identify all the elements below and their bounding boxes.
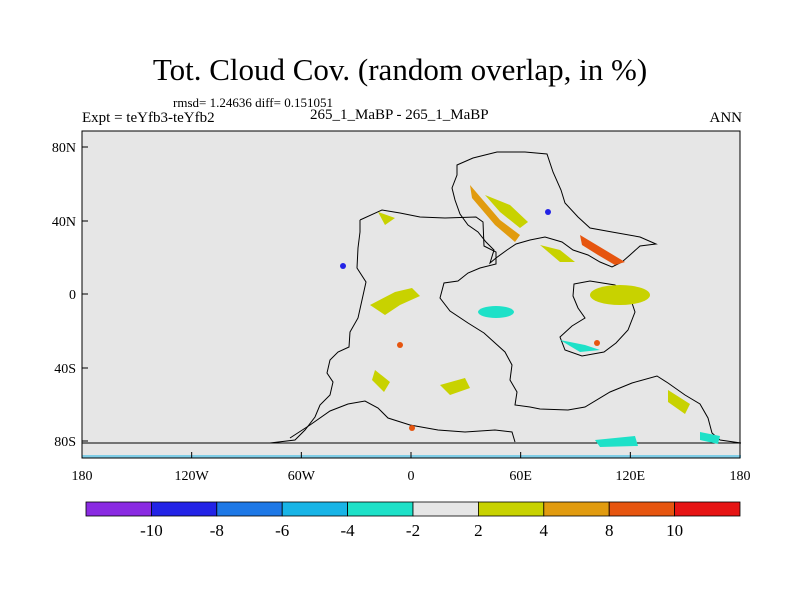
x-tick-label: 120E bbox=[616, 469, 646, 484]
x-tick-label: 180 bbox=[72, 469, 93, 484]
colorbar-box bbox=[150, 501, 218, 517]
colorbar-label: -4 bbox=[341, 521, 356, 540]
colorbar-box bbox=[543, 501, 610, 517]
positive-patch-south-atlantic bbox=[440, 378, 470, 395]
colorbar-label: -2 bbox=[406, 521, 420, 540]
positive-patch-south-america bbox=[372, 370, 390, 392]
x-tick-label: 0 bbox=[408, 469, 415, 484]
positive-patch-north-america bbox=[378, 212, 395, 225]
colorbar-box bbox=[477, 501, 545, 517]
y-tick-label: 40N bbox=[52, 215, 76, 230]
stats-label: rmsd= 1.24636 diff= 0.151051 bbox=[173, 95, 333, 110]
positive-patch-pacific-south bbox=[668, 390, 690, 414]
x-tick-label: 60E bbox=[509, 469, 532, 484]
positive-patch-asia-south bbox=[540, 245, 575, 262]
negative-patch-south-indian bbox=[595, 436, 638, 447]
x-tick-label: 60W bbox=[288, 469, 316, 484]
coastline-americas bbox=[269, 209, 742, 444]
colorbar-box bbox=[412, 501, 479, 517]
colorbar-label: 8 bbox=[605, 521, 614, 540]
season-label: ANN bbox=[709, 110, 743, 126]
colorbar-label: 2 bbox=[474, 521, 483, 540]
colorbar-box bbox=[85, 501, 152, 517]
colorbar-box bbox=[281, 501, 349, 517]
positive-patch-asia bbox=[580, 235, 625, 265]
x-axis: 180 120W 60W 0 60E 120E 180 bbox=[72, 452, 751, 484]
colorbar-label: -8 bbox=[210, 521, 224, 540]
x-tick-label: 180 bbox=[730, 469, 751, 484]
y-tick-label: 80S bbox=[54, 435, 76, 450]
positive-patch-indian-ocean bbox=[590, 285, 650, 305]
positive-patch-asia-central bbox=[485, 195, 528, 228]
colorbar-label: -6 bbox=[275, 521, 289, 540]
colorbar-box bbox=[608, 501, 676, 517]
positive-point-antarctic bbox=[409, 425, 415, 431]
coastline-eurasia bbox=[451, 151, 658, 268]
colorbar-labels: -10 -8 -6 -4 -2 2 4 8 10 bbox=[140, 521, 683, 540]
colorbar-box bbox=[216, 501, 283, 517]
colorbar-label: -10 bbox=[140, 521, 163, 540]
colorbar-boxes bbox=[85, 501, 741, 517]
positive-point-australia bbox=[594, 340, 600, 346]
case-label: 265_1_MaBP - 265_1_MaBP bbox=[310, 107, 489, 123]
positive-patch-africa-west bbox=[370, 288, 420, 315]
y-tick-label: 0 bbox=[69, 288, 76, 303]
negative-patch-south-pacific bbox=[700, 432, 720, 444]
colorbar-box bbox=[347, 501, 414, 517]
positive-point-south-america bbox=[397, 342, 403, 348]
colorbar-label: 4 bbox=[540, 521, 549, 540]
colorbar-box bbox=[674, 501, 741, 517]
negative-patch-atlantic bbox=[478, 306, 514, 318]
colorbar-label: 10 bbox=[666, 521, 683, 540]
negative-point-caribbean bbox=[340, 263, 346, 269]
negative-patch-indonesia bbox=[560, 340, 600, 352]
plot-title: Tot. Cloud Cov. (random overlap, in %) bbox=[152, 52, 648, 87]
y-tick-label: 40S bbox=[54, 362, 76, 377]
negative-point-asia bbox=[545, 209, 551, 215]
y-tick-label: 80N bbox=[52, 141, 76, 156]
x-tick-label: 120W bbox=[175, 469, 210, 484]
positive-patch-europe bbox=[470, 185, 520, 242]
experiment-label: Expt = teYfb3-teYfb2 bbox=[82, 110, 215, 126]
coastline-antarctic-peninsula bbox=[289, 400, 516, 443]
y-axis: 80N 40N 0 40S 80S bbox=[52, 141, 88, 450]
